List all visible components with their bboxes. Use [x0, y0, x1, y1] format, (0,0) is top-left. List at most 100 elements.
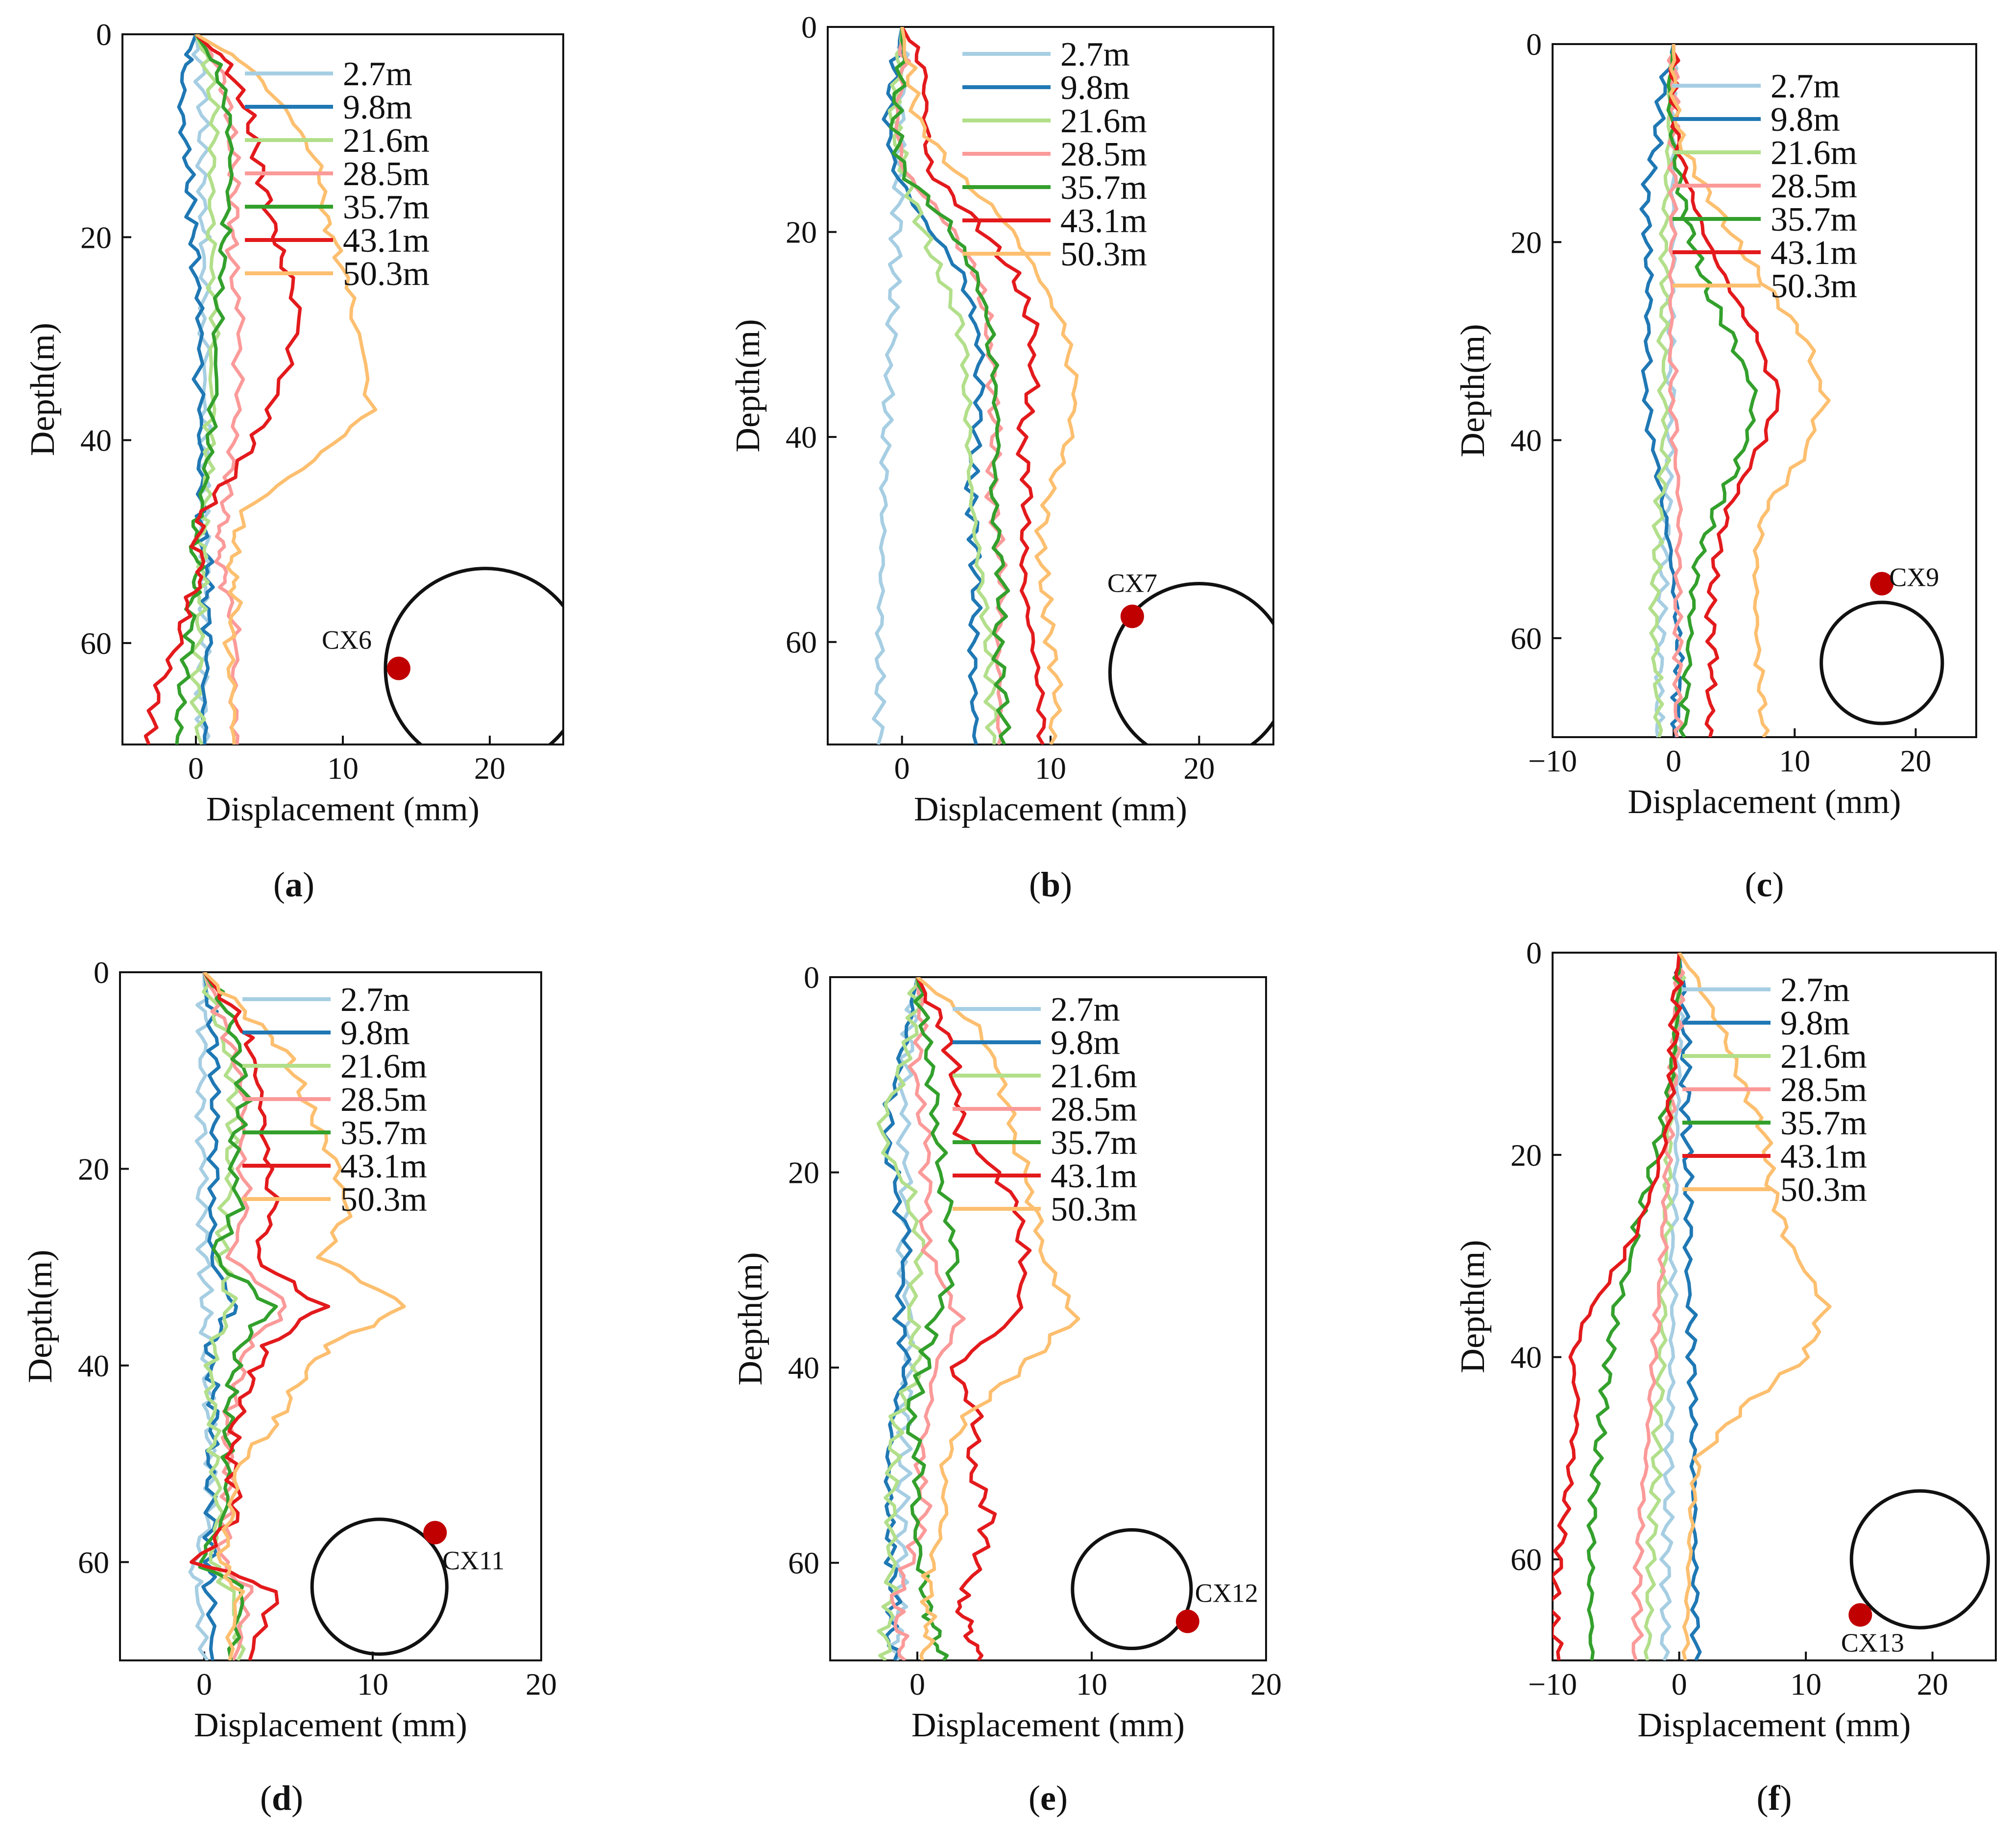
legend-label: 28.5m: [340, 1081, 427, 1119]
legend-label: 9.8m: [343, 89, 412, 126]
legend-label: 50.3m: [1780, 1171, 1867, 1209]
x-tick-label: −10: [1528, 1667, 1577, 1702]
series-line-2.7m: [872, 27, 910, 744]
legend-label: 9.8m: [1051, 1024, 1120, 1062]
series-line-35.7m: [889, 27, 1011, 744]
tunnel-circle: [1849, 1489, 1990, 1630]
legend-label: 50.3m: [1060, 236, 1147, 273]
legend-label: 43.1m: [340, 1148, 427, 1185]
x-axis-label: Displacement (mm): [1628, 783, 1901, 821]
y-tick-label: 40: [80, 423, 112, 458]
x-tick-label: 20: [1250, 1667, 1282, 1702]
panel-caption: (c): [1745, 865, 1784, 904]
series-line-28.5m: [202, 972, 287, 1660]
legend-label: 43.1m: [1780, 1138, 1867, 1176]
x-axis-label: Displacement (mm): [914, 791, 1187, 828]
y-tick-label: 60: [1510, 621, 1542, 656]
x-tick-label: 20: [1917, 1667, 1948, 1702]
x-tick-label: 20: [1183, 751, 1215, 786]
legend-label: 50.3m: [340, 1181, 427, 1219]
series-line-9.8m: [1639, 44, 1685, 737]
caption-letter: c: [1757, 865, 1772, 904]
monitor-point: [1870, 572, 1894, 596]
legend-label: 35.7m: [340, 1114, 427, 1152]
caption-open: (: [273, 865, 285, 904]
tunnel-circle: [383, 567, 563, 744]
x-tick-label: 20: [526, 1667, 557, 1702]
series-line-35.7m: [1586, 953, 1682, 1660]
monitor-point: [423, 1521, 447, 1545]
series-line-21.6m: [887, 27, 998, 744]
caption-letter: e: [1040, 1778, 1056, 1818]
legend-label: 2.7m: [1060, 36, 1130, 73]
legend-label: 35.7m: [1060, 169, 1147, 207]
series-line-28.5m: [894, 27, 1009, 744]
series-line-43.1m: [915, 977, 1032, 1660]
legend-label: 28.5m: [343, 155, 430, 193]
legend-label: 28.5m: [1771, 168, 1857, 205]
legend-label: 28.5m: [1051, 1091, 1137, 1128]
series-group: [876, 977, 1193, 1660]
panel-caption: (e): [1029, 1778, 1068, 1818]
legend-label: 2.7m: [1780, 971, 1850, 1009]
caption-open: (: [1745, 865, 1757, 904]
x-tick-label: 0: [188, 751, 204, 786]
series-line-50.3m: [900, 27, 1079, 744]
chart-panel-f: −10 0 10 20 0 20 40 60 Displacement (mm) Depth(m)…: [1454, 936, 1997, 1818]
x-tick-label: 10: [327, 751, 359, 786]
y-tick-label: 0: [96, 17, 112, 52]
tunnel-circle: [1071, 1528, 1193, 1651]
x-tick-label: 0: [1672, 1667, 1687, 1702]
series-group: [1553, 953, 1990, 1660]
legend-label: 2.7m: [343, 55, 412, 93]
series-line-35.7m: [1666, 44, 1758, 737]
series-line-43.1m: [190, 972, 331, 1660]
y-tick-label: 20: [1510, 1138, 1542, 1173]
monitor-point: [1848, 1603, 1872, 1627]
panel-caption: (a): [273, 865, 314, 904]
caption-close: ): [303, 865, 314, 904]
series-line-50.3m: [203, 972, 406, 1660]
caption-open: (: [260, 1778, 272, 1818]
y-tick-label: 0: [1526, 936, 1542, 970]
monitor-label: CX9: [1889, 563, 1939, 592]
legend-label: 21.6m: [340, 1048, 427, 1085]
legend-label: 9.8m: [1771, 101, 1840, 139]
caption-letter: d: [272, 1778, 291, 1818]
plot-frame: [1552, 43, 1977, 738]
series-line-35.7m: [174, 34, 234, 744]
y-tick-label: 0: [94, 955, 109, 990]
legend-label: 50.3m: [1051, 1191, 1137, 1228]
monitor-label: CX12: [1195, 1578, 1258, 1608]
legend-label: 35.7m: [1771, 201, 1857, 239]
monitor-label: CX6: [322, 625, 372, 655]
series-line-43.1m: [900, 27, 1047, 744]
x-tick-label: 0: [910, 1667, 925, 1702]
series-group: [188, 972, 449, 1660]
x-tick-label: 10: [1076, 1667, 1107, 1702]
caption-close: ): [1056, 1778, 1068, 1818]
legend-label: 35.7m: [1051, 1124, 1137, 1162]
y-tick-label: 60: [786, 625, 817, 660]
series-line-43.1m: [1668, 44, 1781, 737]
monitor-point: [1175, 1609, 1199, 1633]
legend-label: 2.7m: [1051, 991, 1120, 1029]
y-tick-label: 20: [786, 215, 817, 250]
series-line-43.1m: [1553, 953, 1684, 1660]
monitor-label: CX11: [442, 1546, 504, 1575]
y-axis-label: Depth(m): [22, 1249, 59, 1383]
legend-label: 43.1m: [1060, 202, 1147, 240]
series-line-35.7m: [906, 977, 960, 1660]
chart-panel-a: 0 10 20 0 20 40 60 Displacement (mm) Depth(m) CX6…: [24, 17, 564, 904]
legend-label: 21.6m: [343, 122, 430, 160]
caption-open: (: [1757, 1778, 1769, 1818]
legend-label: 9.8m: [1780, 1005, 1850, 1042]
series-line-21.6m: [876, 977, 926, 1660]
y-tick-label: 20: [788, 1155, 819, 1190]
y-tick-label: 40: [786, 420, 817, 455]
caption-open: (: [1029, 865, 1041, 904]
series-line-50.3m: [916, 977, 1080, 1660]
series-group: [872, 27, 1273, 744]
